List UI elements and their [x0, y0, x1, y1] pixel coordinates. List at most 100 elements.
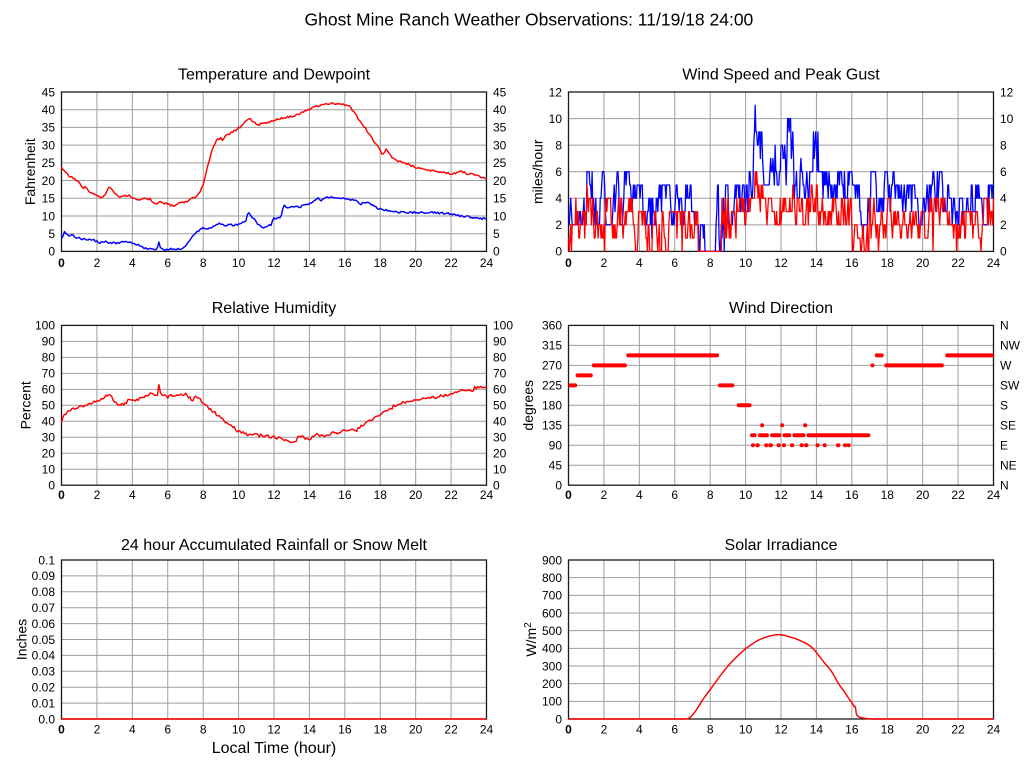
svg-text:12: 12 — [774, 256, 788, 270]
svg-text:225: 225 — [542, 379, 562, 393]
svg-text:24: 24 — [480, 723, 494, 737]
svg-text:70: 70 — [42, 367, 56, 381]
svg-text:20: 20 — [409, 488, 423, 502]
svg-text:0: 0 — [58, 256, 65, 270]
svg-text:10: 10 — [739, 488, 753, 502]
svg-text:W: W — [1000, 359, 1012, 373]
svg-text:0: 0 — [493, 245, 500, 259]
svg-text:40: 40 — [493, 103, 507, 117]
svg-text:90: 90 — [493, 335, 507, 349]
svg-text:S: S — [1000, 399, 1008, 413]
svg-text:2: 2 — [94, 723, 101, 737]
svg-text:0: 0 — [48, 479, 55, 493]
svg-text:14: 14 — [303, 488, 317, 502]
svg-text:45: 45 — [549, 459, 563, 473]
svg-text:30: 30 — [493, 431, 507, 445]
svg-text:0.03: 0.03 — [32, 665, 56, 679]
svg-text:Fahrenheit: Fahrenheit — [22, 138, 38, 205]
svg-text:22: 22 — [444, 256, 458, 270]
svg-text:20: 20 — [916, 723, 930, 737]
svg-text:0.0: 0.0 — [38, 712, 55, 726]
svg-text:22: 22 — [951, 488, 965, 502]
svg-text:0.07: 0.07 — [32, 601, 56, 615]
svg-text:10: 10 — [42, 463, 56, 477]
svg-text:2: 2 — [601, 256, 608, 270]
svg-text:10: 10 — [493, 463, 507, 477]
svg-text:30: 30 — [493, 138, 507, 152]
svg-text:8: 8 — [200, 256, 207, 270]
svg-text:10: 10 — [232, 256, 246, 270]
svg-text:12: 12 — [267, 488, 281, 502]
svg-text:4: 4 — [1000, 192, 1007, 206]
svg-text:18: 18 — [374, 488, 388, 502]
svg-text:45: 45 — [42, 85, 56, 99]
svg-text:5: 5 — [48, 227, 55, 241]
svg-text:60: 60 — [493, 383, 507, 397]
svg-text:10: 10 — [1000, 112, 1014, 126]
svg-text:N: N — [1000, 319, 1009, 333]
svg-text:16: 16 — [845, 488, 859, 502]
svg-text:6: 6 — [671, 723, 678, 737]
svg-text:14: 14 — [810, 488, 824, 502]
svg-text:50: 50 — [493, 399, 507, 413]
svg-text:16: 16 — [338, 256, 352, 270]
svg-text:80: 80 — [493, 351, 507, 365]
svg-text:2: 2 — [94, 488, 101, 502]
svg-text:16: 16 — [338, 488, 352, 502]
svg-text:10: 10 — [493, 209, 507, 223]
svg-text:0: 0 — [565, 488, 572, 502]
svg-text:10: 10 — [739, 723, 753, 737]
svg-text:14: 14 — [810, 256, 824, 270]
svg-text:200: 200 — [542, 677, 562, 691]
svg-text:NW: NW — [1000, 339, 1021, 353]
svg-text:6: 6 — [555, 165, 562, 179]
svg-text:0: 0 — [555, 712, 562, 726]
svg-text:Wind Speed and Peak Gust: Wind Speed and Peak Gust — [682, 67, 880, 84]
svg-text:4: 4 — [636, 723, 643, 737]
svg-text:12: 12 — [774, 723, 788, 737]
svg-text:16: 16 — [845, 256, 859, 270]
svg-text:15: 15 — [493, 192, 507, 206]
svg-text:5: 5 — [493, 227, 500, 241]
svg-text:180: 180 — [542, 399, 562, 413]
svg-text:0: 0 — [565, 723, 572, 737]
svg-text:0: 0 — [58, 723, 65, 737]
svg-text:14: 14 — [303, 256, 317, 270]
svg-text:14: 14 — [303, 723, 317, 737]
svg-text:Ghost Mine Ranch Weather Obser: Ghost Mine Ranch Weather Observations: 1… — [305, 9, 754, 29]
svg-text:20: 20 — [493, 174, 507, 188]
svg-text:0: 0 — [565, 256, 572, 270]
svg-text:18: 18 — [881, 723, 895, 737]
svg-text:24: 24 — [987, 256, 1001, 270]
svg-text:135: 135 — [542, 419, 562, 433]
svg-text:0: 0 — [1000, 245, 1007, 259]
svg-text:0.05: 0.05 — [32, 633, 56, 647]
svg-text:18: 18 — [881, 256, 895, 270]
svg-text:6: 6 — [164, 723, 171, 737]
svg-text:Percent: Percent — [18, 381, 34, 429]
svg-text:30: 30 — [42, 138, 56, 152]
svg-text:315: 315 — [542, 339, 562, 353]
svg-text:35: 35 — [493, 121, 507, 135]
svg-text:0.06: 0.06 — [32, 617, 56, 631]
svg-text:50: 50 — [42, 399, 56, 413]
svg-text:12: 12 — [267, 256, 281, 270]
svg-text:300: 300 — [542, 659, 562, 673]
svg-text:NE: NE — [1000, 459, 1017, 473]
svg-text:70: 70 — [493, 367, 507, 381]
svg-text:24: 24 — [480, 488, 494, 502]
svg-text:360: 360 — [542, 319, 562, 333]
svg-text:80: 80 — [42, 351, 56, 365]
svg-text:22: 22 — [444, 488, 458, 502]
svg-text:0: 0 — [58, 488, 65, 502]
svg-text:24: 24 — [987, 723, 1001, 737]
svg-text:12: 12 — [774, 488, 788, 502]
svg-text:8: 8 — [707, 723, 714, 737]
svg-text:W/m2: W/m2 — [523, 622, 539, 657]
svg-text:6: 6 — [164, 256, 171, 270]
svg-text:2: 2 — [601, 488, 608, 502]
svg-text:4: 4 — [129, 256, 136, 270]
svg-text:12: 12 — [1000, 85, 1014, 99]
svg-text:18: 18 — [374, 723, 388, 737]
svg-text:SE: SE — [1000, 419, 1016, 433]
